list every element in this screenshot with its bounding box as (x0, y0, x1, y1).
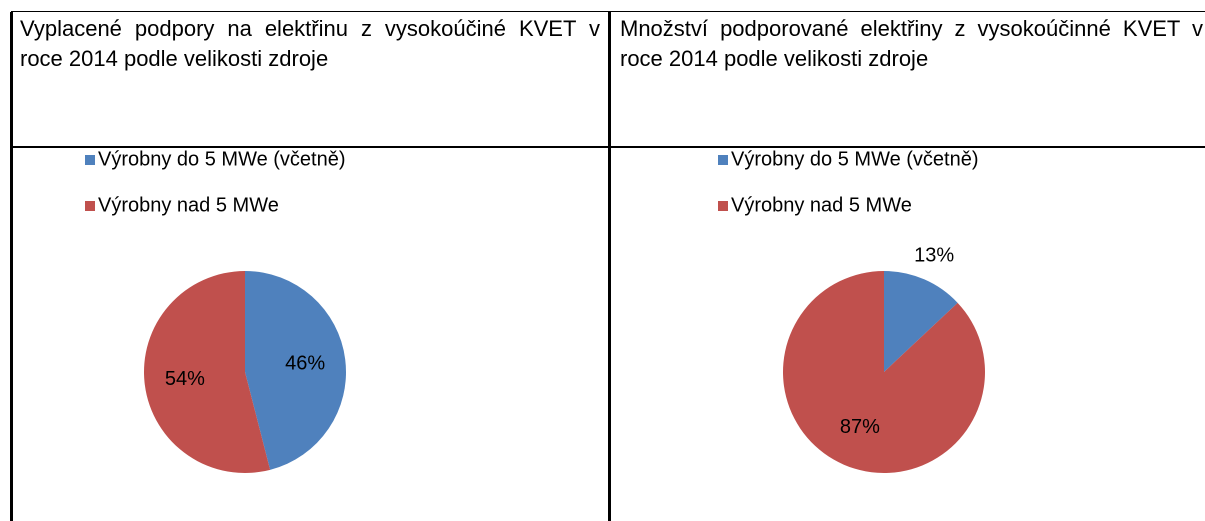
data-label: 13% (914, 244, 954, 266)
table-border (10, 12, 13, 521)
legend-label: Výrobny do 5 MWe (včetně) (98, 148, 346, 170)
table-border (608, 12, 611, 521)
legend-swatch (85, 201, 95, 211)
header-cell: Vyplacené podpory na elektřinu z vysokoú… (20, 16, 600, 71)
pie-slice (144, 271, 271, 473)
data-label: 46% (285, 353, 325, 375)
data-label: 54% (165, 368, 205, 390)
data-label: 87% (840, 416, 880, 438)
legend-label: Výrobny nad 5 MWe (731, 194, 912, 216)
legend-swatch (718, 201, 728, 211)
header-cell: Množství podporované elektřiny z vysokoú… (620, 16, 1203, 71)
legend-swatch (718, 155, 728, 165)
pie-slice (884, 271, 958, 372)
legend-swatch (85, 155, 95, 165)
pie-slice (783, 271, 985, 473)
legend-label: Výrobny do 5 MWe (včetně) (731, 148, 979, 170)
table-border (11, 11, 1205, 12)
pie-slice (245, 271, 347, 470)
legend-label: Výrobny nad 5 MWe (98, 194, 279, 216)
